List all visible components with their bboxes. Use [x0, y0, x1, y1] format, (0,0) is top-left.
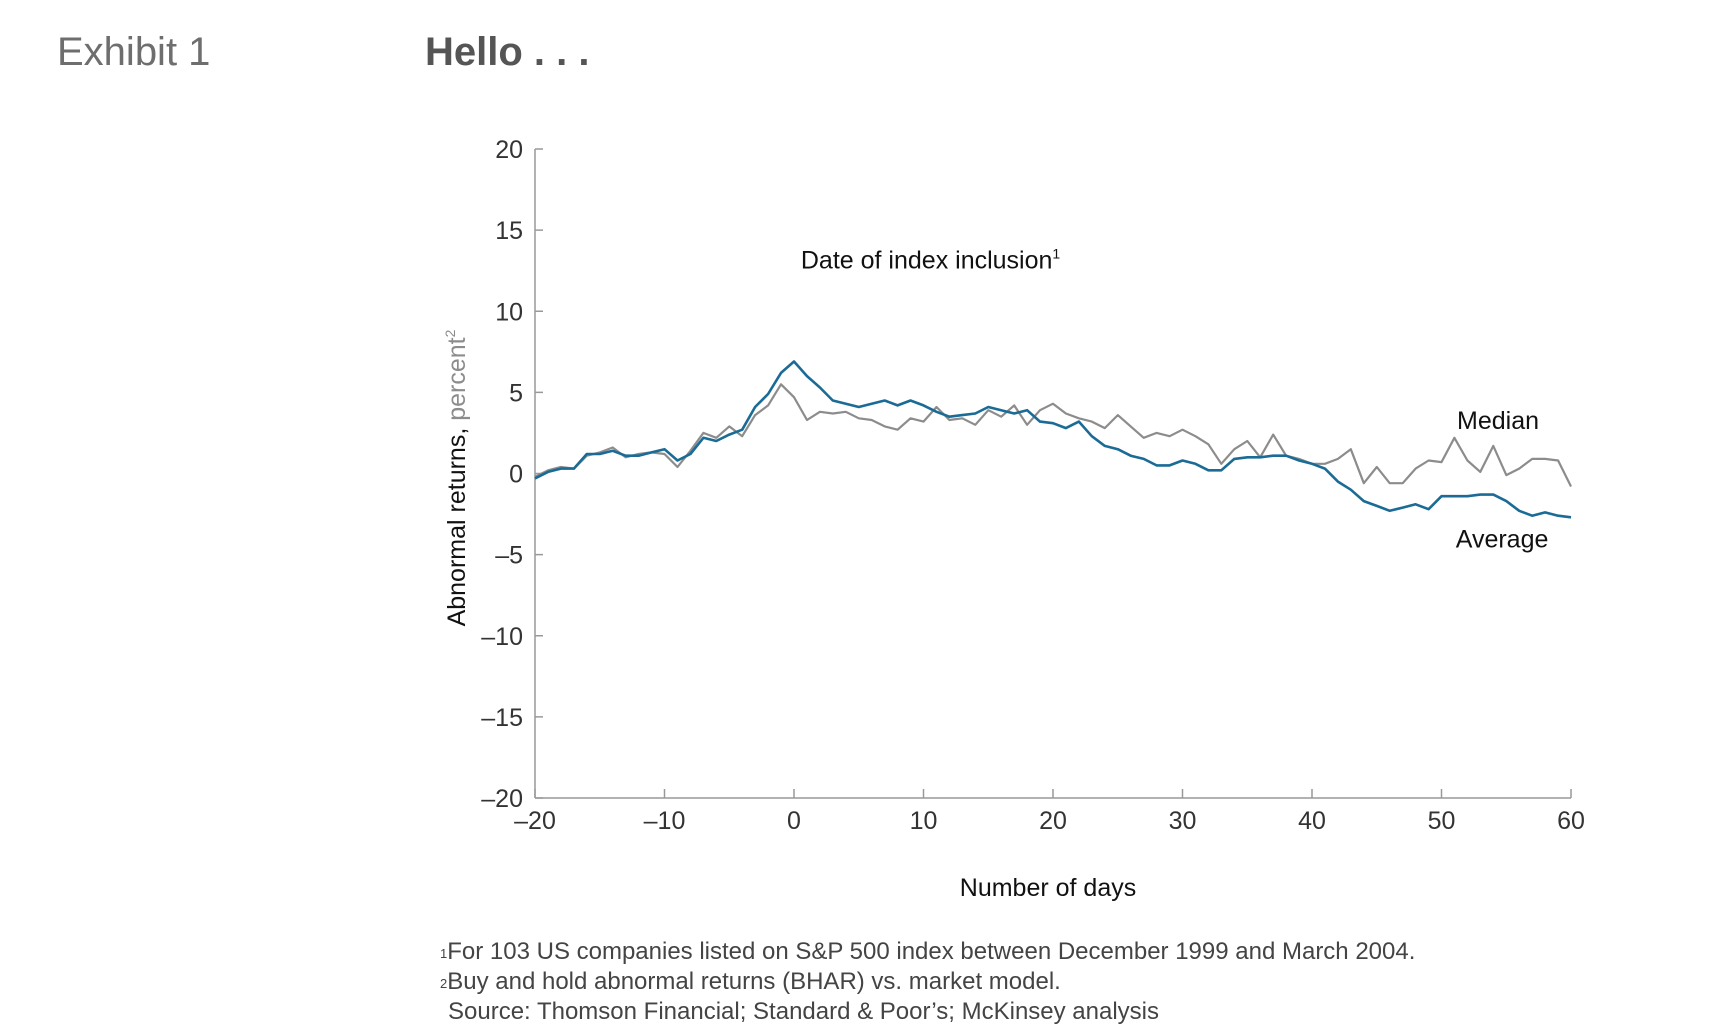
footnote-1-marker: 1	[440, 946, 448, 961]
y-tick-label: 15	[495, 217, 523, 245]
x-axis-label: Number of days	[960, 874, 1136, 902]
exhibit-label: Exhibit 1	[57, 30, 211, 74]
chart-series	[534, 360, 1572, 519]
x-tick-label: –20	[514, 807, 556, 835]
y-tick-label: 10	[495, 298, 523, 326]
median-series-line	[534, 383, 1572, 487]
x-tick-label: 30	[1169, 807, 1197, 835]
source-note: Source: Thomson Financial; Standard & Po…	[448, 998, 1160, 1025]
x-tick-label: 40	[1298, 807, 1326, 835]
x-tick-label: 50	[1428, 807, 1456, 835]
y-tick-label: –10	[481, 623, 523, 651]
inclusion-date-annotation: Date of index inclusion1	[801, 245, 1061, 274]
y-axis-label-text: Abnormal returns,	[443, 428, 471, 627]
average-series-label: Average	[1456, 525, 1549, 553]
footnote-2: 2Buy and hold abnormal returns (BHAR) vs…	[440, 967, 1415, 997]
annotation-text: Date of index inclusion	[801, 246, 1053, 274]
y-tick-label: –5	[495, 542, 523, 570]
footnote-2-marker: 2	[440, 976, 448, 991]
y-tick-label: 5	[509, 379, 523, 407]
y-axis-label-note: 2	[442, 329, 458, 337]
y-tick-label: –20	[481, 785, 523, 813]
footnote-1: 1For 103 US companies listed on S&P 500 …	[440, 937, 1415, 967]
footnote-2-text: Buy and hold abnormal returns (BHAR) vs.…	[447, 968, 1061, 995]
exhibit-title: Hello . . .	[425, 30, 590, 74]
median-series-label: Median	[1457, 407, 1539, 435]
y-tick-label: –15	[481, 704, 523, 732]
x-tick-label: 60	[1557, 807, 1585, 835]
footnotes: 1For 103 US companies listed on S&P 500 …	[440, 937, 1415, 1027]
x-tick-label: 0	[787, 807, 801, 835]
x-tick-label: 10	[910, 807, 938, 835]
footnote-1-text: For 103 US companies listed on S&P 500 i…	[447, 938, 1416, 965]
annotation-note: 1	[1052, 245, 1060, 261]
y-axis-label-unit: percent	[443, 337, 471, 420]
y-tick-label: 0	[509, 461, 523, 489]
y-axis-label: Abnormal returns, percent2	[442, 329, 471, 626]
average-series-line	[534, 360, 1572, 519]
x-tick-label: 20	[1039, 807, 1067, 835]
y-tick-label: 20	[495, 136, 523, 164]
x-tick-label: –10	[644, 807, 686, 835]
